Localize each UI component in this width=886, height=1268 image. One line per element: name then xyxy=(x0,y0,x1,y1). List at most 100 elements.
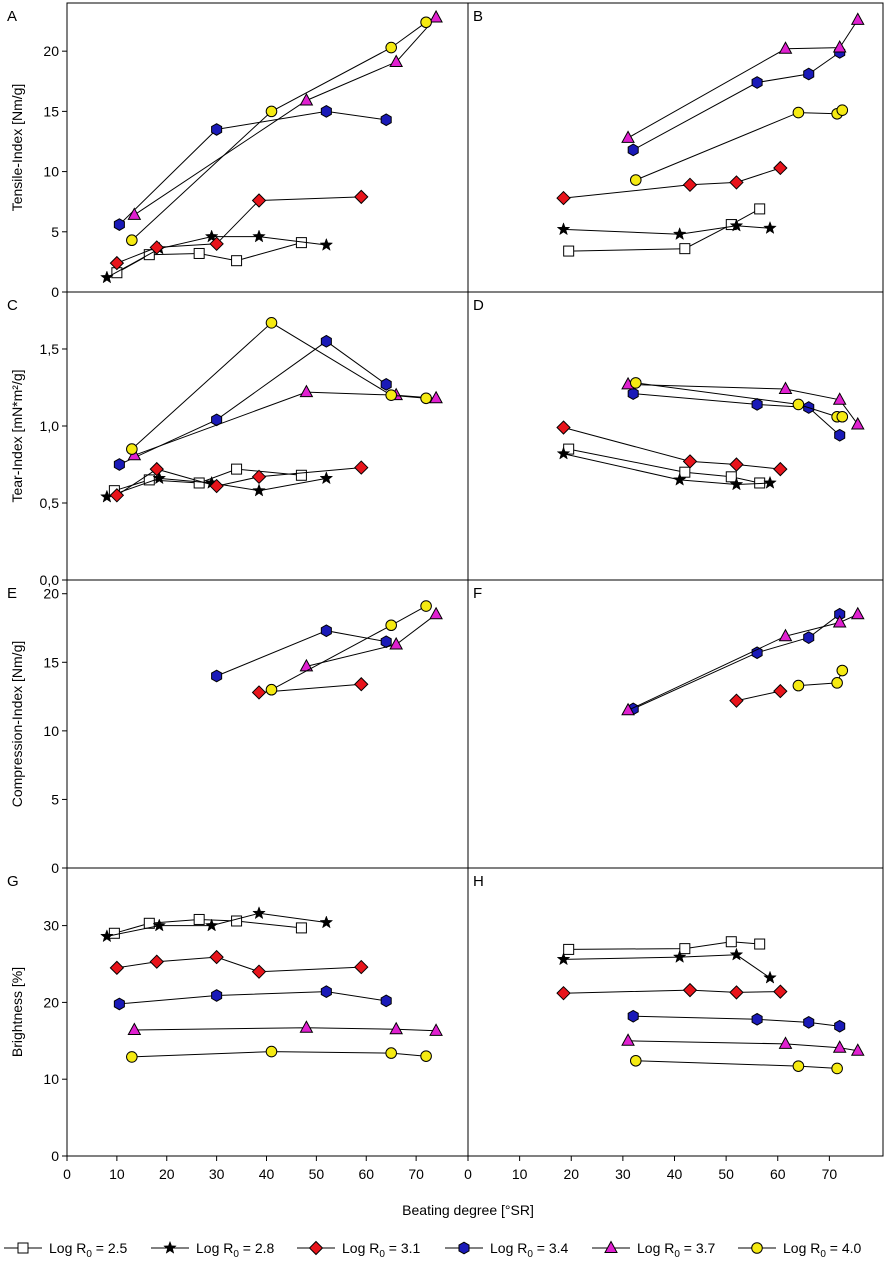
data-point-s34 xyxy=(751,646,763,660)
data-point-s31 xyxy=(556,190,571,206)
data-point-s40 xyxy=(629,1054,642,1067)
data-point-s31 xyxy=(682,454,698,469)
data-point-s34 xyxy=(320,334,332,348)
x-tick-label: 40 xyxy=(667,1166,683,1182)
x-tick-label: 0 xyxy=(464,1166,472,1182)
data-point-s37 xyxy=(832,614,847,628)
y-tick-label: 15 xyxy=(43,654,59,670)
data-point-s34 xyxy=(113,218,125,231)
data-point-s34 xyxy=(380,113,392,127)
data-point-s31 xyxy=(109,960,125,976)
data-point-s34 xyxy=(627,387,639,401)
data-point-s34 xyxy=(627,1009,639,1023)
data-point-s40 xyxy=(420,600,432,612)
data-point-s28 xyxy=(319,237,334,251)
series-line-s34 xyxy=(119,340,387,465)
data-point-s40 xyxy=(265,317,278,329)
series-line-s40 xyxy=(271,605,427,691)
data-point-s28 xyxy=(763,220,777,235)
panel-letter: E xyxy=(7,585,17,602)
series-line-s34 xyxy=(119,110,387,225)
data-point-s34 xyxy=(211,123,223,136)
data-point-s31 xyxy=(729,175,744,190)
series-line-s34 xyxy=(632,51,840,151)
series-line-s40 xyxy=(131,21,427,241)
data-point-s37 xyxy=(127,1022,142,1036)
data-point-s28 xyxy=(672,226,687,241)
y-tick-label: 20 xyxy=(43,994,59,1010)
legend-label: Log R0 = 2.5 xyxy=(49,1240,128,1260)
panel-g xyxy=(100,906,443,1063)
data-point-s31 xyxy=(149,240,164,255)
series-line-s37 xyxy=(627,383,859,425)
data-point-s40 xyxy=(831,677,843,689)
legend-item-s31: Log R0 = 3.1 xyxy=(297,1240,421,1260)
data-point-s37 xyxy=(621,702,635,716)
data-point-s25 xyxy=(679,466,691,478)
data-point-s25 xyxy=(193,247,205,259)
panel-h xyxy=(556,936,865,1075)
y-tick-label: 0 xyxy=(51,860,59,876)
data-point-s37 xyxy=(621,1033,635,1046)
legend-item-s40: Log R0 = 4.0 xyxy=(738,1240,862,1260)
data-point-s37 xyxy=(850,12,865,25)
series-line-s34 xyxy=(633,393,841,436)
y-tick-label: 5 xyxy=(51,224,59,240)
series-line-s37 xyxy=(627,19,859,139)
data-point-s37 xyxy=(778,628,793,642)
data-point-s31 xyxy=(251,193,267,208)
data-point-s40 xyxy=(420,392,432,405)
data-point-s28 xyxy=(100,270,114,284)
series-line-s31 xyxy=(563,167,781,199)
data-point-s31 xyxy=(149,461,164,477)
data-point-s34 xyxy=(803,631,815,644)
data-point-s40 xyxy=(831,1062,843,1075)
series-line-s37 xyxy=(134,1027,437,1032)
data-point-s31 xyxy=(729,985,744,1000)
y-tick-label: 5 xyxy=(51,791,59,807)
y-tick-label: 1,0 xyxy=(40,418,60,434)
data-point-s28 xyxy=(319,915,334,929)
data-point-s31 xyxy=(773,461,788,477)
legend-item-s28: Log R0 = 2.8 xyxy=(151,1240,275,1260)
y-tick-label: 0 xyxy=(51,284,59,300)
series-line-s37 xyxy=(627,613,859,711)
data-point-s25 xyxy=(295,469,307,481)
data-point-s34 xyxy=(380,635,392,649)
panel-letter: D xyxy=(473,297,484,314)
series-line-s40 xyxy=(131,322,427,450)
legend-item-s25: Log R0 = 2.5 xyxy=(4,1240,128,1260)
data-point-s34 xyxy=(834,1019,846,1033)
data-point-s28 xyxy=(100,929,114,943)
data-point-s37 xyxy=(850,606,865,620)
data-point-s37 xyxy=(429,1023,443,1036)
data-point-s31 xyxy=(682,177,698,193)
y-tick-label: 1,5 xyxy=(40,341,60,357)
y-tick-label: 15 xyxy=(43,103,59,119)
legend-label: Log R0 = 3.4 xyxy=(490,1240,569,1260)
data-point-s28 xyxy=(556,222,571,236)
data-point-s25 xyxy=(231,463,243,475)
data-point-s40 xyxy=(836,104,849,116)
data-point-s37 xyxy=(389,54,404,68)
data-point-s28 xyxy=(763,970,777,984)
legend-marker-s34 xyxy=(458,1241,470,1255)
series-line-s40 xyxy=(635,1060,838,1069)
series-line-s28 xyxy=(563,453,771,486)
x-tick-label: 10 xyxy=(512,1166,528,1182)
data-point-s25 xyxy=(563,943,575,955)
y-axis-label: Compression-Index [Nm/g] xyxy=(9,641,25,808)
legend-item-s37: Log R0 = 3.7 xyxy=(592,1240,716,1260)
data-point-s37 xyxy=(429,9,443,23)
data-point-s37 xyxy=(127,207,142,220)
series-line-s40 xyxy=(131,1051,427,1058)
panel-d xyxy=(556,376,865,491)
data-point-s40 xyxy=(385,41,397,54)
data-point-s31 xyxy=(729,457,744,472)
data-point-s31 xyxy=(209,236,224,252)
data-point-s28 xyxy=(729,477,744,491)
data-point-s31 xyxy=(209,949,224,965)
data-point-s40 xyxy=(265,105,278,118)
data-point-s31 xyxy=(251,685,267,700)
data-point-s40 xyxy=(385,619,397,632)
